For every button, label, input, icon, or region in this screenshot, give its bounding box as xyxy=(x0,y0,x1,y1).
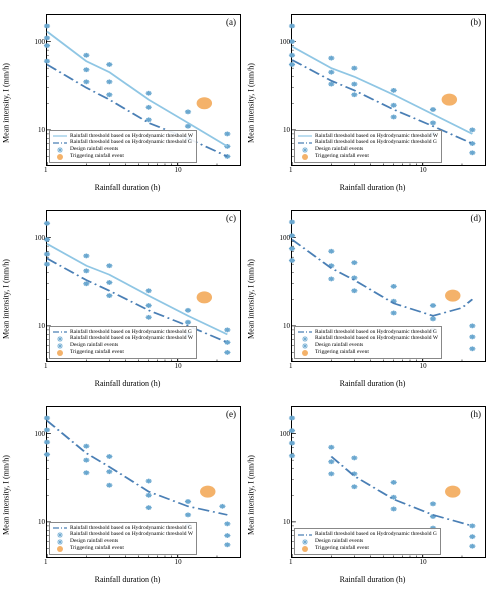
legend: Rainfall threshold based on Hydrodynamic… xyxy=(49,130,197,164)
x-axis-label: Rainfall duration (h) xyxy=(95,575,161,584)
legend-item: Triggering rainfall event xyxy=(298,545,437,552)
y-axis-label: Mean intensity, I (mm/h) xyxy=(2,455,11,535)
x-axis-label: Rainfall duration (h) xyxy=(95,379,161,388)
x-tick-label: 1 xyxy=(289,166,293,174)
x-axis-label: Rainfall duration (h) xyxy=(95,183,161,192)
y-tick-label: 10 xyxy=(38,322,45,330)
y-axis-label: Mean intensity, I (mm/h) xyxy=(247,63,256,143)
y-tick-label: 10 xyxy=(283,322,290,330)
legend-swatch xyxy=(298,154,312,160)
plot-area: (e) Rainfall threshold based on Hydrodyna… xyxy=(46,406,241,558)
panel-letter: (a) xyxy=(226,17,236,27)
legend-item: Triggering rainfall event xyxy=(53,349,193,356)
x-tick-label: 10 xyxy=(175,166,182,174)
y-axis-label: Mean intensity, I (mm/h) xyxy=(2,259,11,339)
panel-d: (d) Rainfall threshold based on Hydrodyna… xyxy=(253,204,492,394)
legend-label: Triggering rainfall event xyxy=(315,153,369,160)
legend: Rainfall threshold based on Hydrodynamic… xyxy=(294,326,442,360)
y-tick-label: 10 xyxy=(283,518,290,526)
legend-swatch xyxy=(298,546,312,552)
legend-label: Triggering rainfall event xyxy=(315,349,369,356)
legend-swatch xyxy=(53,154,67,160)
legend-label: Triggering rainfall event xyxy=(70,545,124,552)
x-axis-label: Rainfall duration (h) xyxy=(340,379,406,388)
x-tick-label: 10 xyxy=(175,362,182,370)
legend-swatch xyxy=(53,350,67,356)
x-axis-label: Rainfall duration (h) xyxy=(340,575,406,584)
legend: Rainfall threshold based on Hydrodynamic… xyxy=(49,326,197,360)
panel-letter: (e) xyxy=(226,409,236,419)
y-tick-label: 10 xyxy=(38,518,45,526)
panel-letter: (h) xyxy=(471,409,482,419)
panel-h: (h) Rainfall threshold based on Hydrodyna… xyxy=(253,400,492,590)
x-tick-label: 1 xyxy=(44,166,48,174)
x-tick-label: 1 xyxy=(44,362,48,370)
plot-area: (c) Rainfall threshold based on Hydrodyna… xyxy=(46,210,241,362)
x-tick-label: 1 xyxy=(289,362,293,370)
x-axis-label: Rainfall duration (h) xyxy=(340,183,406,192)
legend-label: Triggering rainfall event xyxy=(70,349,124,356)
legend-item: Triggering rainfall event xyxy=(298,153,438,160)
y-axis-label: Mean intensity, I (mm/h) xyxy=(2,63,11,143)
legend-swatch xyxy=(298,133,312,139)
x-tick-label: 10 xyxy=(175,558,182,566)
panel-b: (b) Rainfall threshold based on Hydrodyna… xyxy=(253,8,492,198)
panel-a: (a) Rainfall threshold based on Hydrodyna… xyxy=(8,8,247,198)
x-tick-label: 10 xyxy=(420,166,427,174)
panel-grid: (a) Rainfall threshold based on Hydrodyna… xyxy=(8,8,492,590)
y-tick-label: 100 xyxy=(35,38,46,46)
x-tick-label: 1 xyxy=(289,558,293,566)
panel-letter: (d) xyxy=(471,213,482,223)
plot-area: (h) Rainfall threshold based on Hydrodyna… xyxy=(291,406,486,558)
legend-swatch xyxy=(53,133,67,139)
plot-area: (a) Rainfall threshold based on Hydrodyna… xyxy=(46,14,241,166)
legend-label: Triggering rainfall event xyxy=(315,545,369,552)
panel-c: (c) Rainfall threshold based on Hydrodyna… xyxy=(8,204,247,394)
x-tick-label: 10 xyxy=(420,362,427,370)
legend-swatch xyxy=(298,350,312,356)
plot-area: (b) Rainfall threshold based on Hydrodyna… xyxy=(291,14,486,166)
panel-letter: (b) xyxy=(471,17,482,27)
legend: Rainfall threshold based on Hydrodynamic… xyxy=(294,130,442,164)
y-tick-label: 10 xyxy=(283,126,290,134)
legend-swatch xyxy=(53,546,67,552)
y-tick-label: 100 xyxy=(35,234,46,242)
legend-label: Triggering rainfall event xyxy=(70,153,124,160)
x-tick-label: 10 xyxy=(420,558,427,566)
legend: Rainfall threshold based on Hydrodynamic… xyxy=(49,522,197,556)
x-tick-label: 1 xyxy=(44,558,48,566)
y-tick-label: 100 xyxy=(35,430,46,438)
y-tick-label: 100 xyxy=(280,38,291,46)
panel-e: (e) Rainfall threshold based on Hydrodyna… xyxy=(8,400,247,590)
panel-letter: (c) xyxy=(226,213,236,223)
legend: Rainfall threshold based on Hydrodynamic… xyxy=(294,528,441,555)
legend-item: Triggering rainfall event xyxy=(53,153,193,160)
y-tick-label: 10 xyxy=(38,126,45,134)
y-axis-label: Mean intensity, I (mm/h) xyxy=(247,455,256,535)
legend-item: Triggering rainfall event xyxy=(53,545,193,552)
y-tick-label: 100 xyxy=(280,234,291,242)
plot-area: (d) Rainfall threshold based on Hydrodyna… xyxy=(291,210,486,362)
y-tick-label: 100 xyxy=(280,430,291,438)
y-axis-label: Mean intensity, I (mm/h) xyxy=(247,259,256,339)
legend-item: Triggering rainfall event xyxy=(298,349,438,356)
